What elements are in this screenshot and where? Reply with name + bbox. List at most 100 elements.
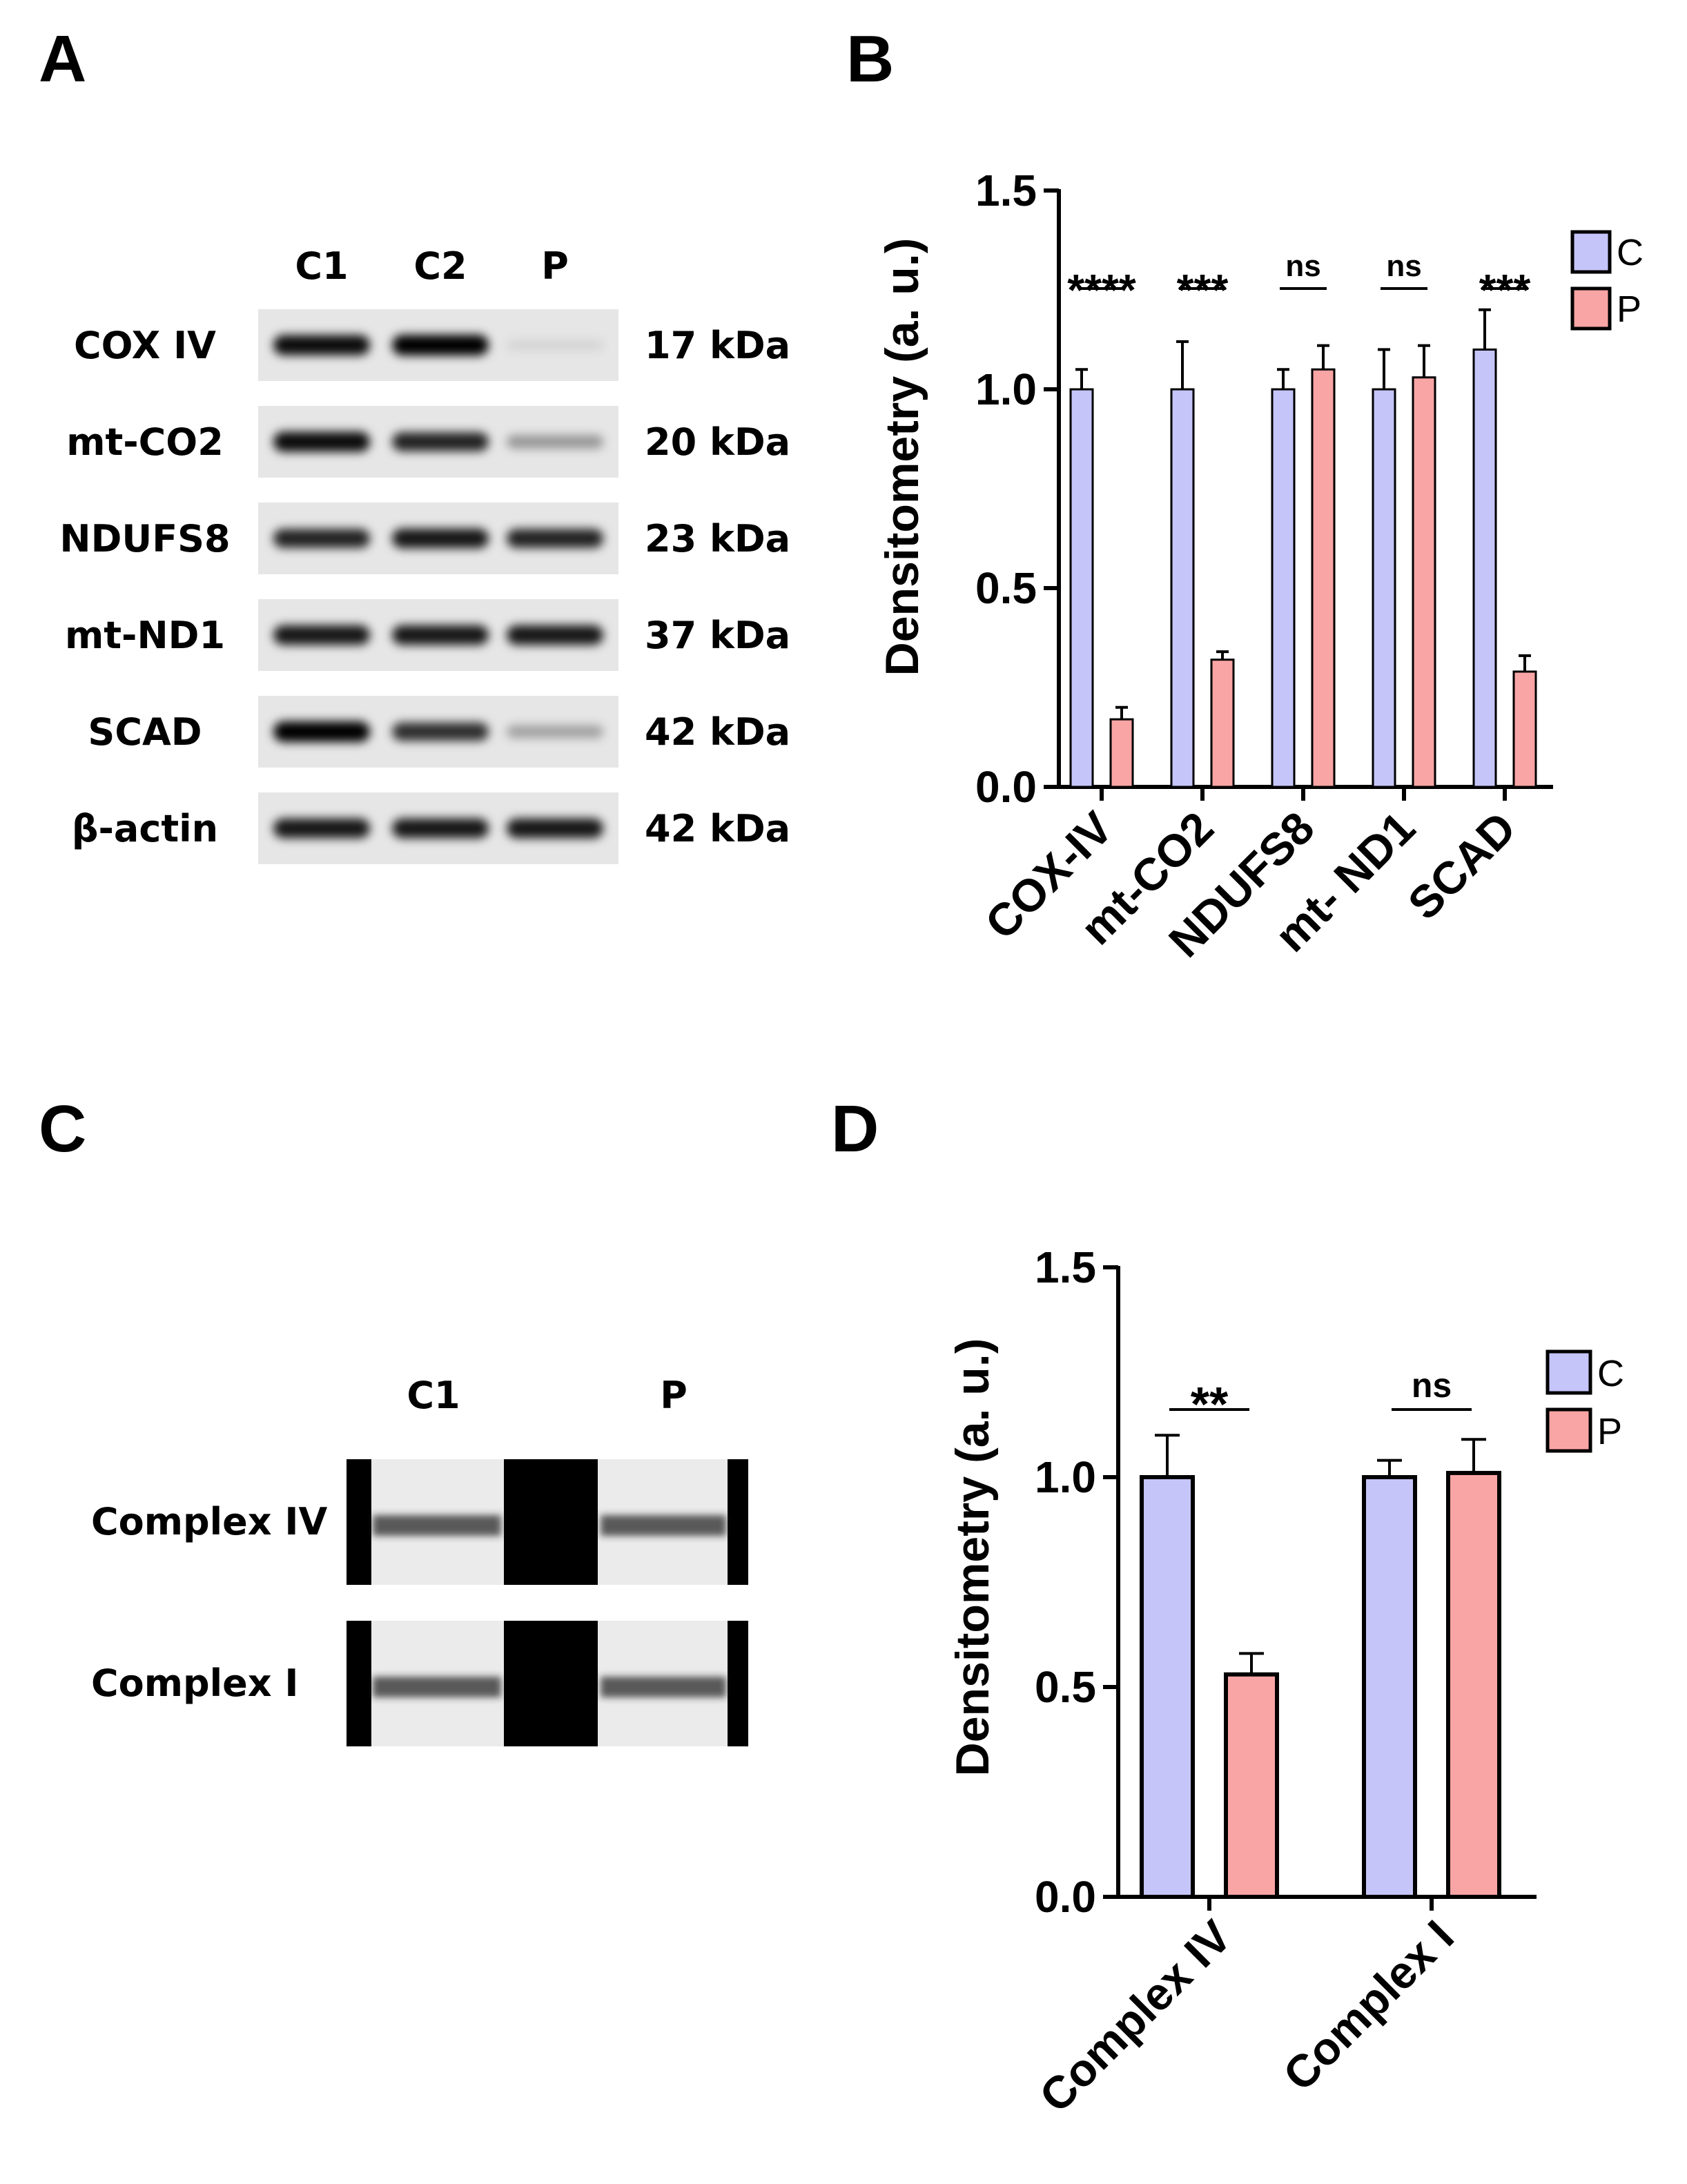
protein-band	[273, 431, 370, 452]
blot-size-label: 17 kDa	[645, 324, 790, 367]
bar	[1372, 388, 1396, 788]
bar	[1224, 1672, 1279, 1899]
panel-letter-c: C	[39, 1092, 86, 1166]
protein-band	[273, 335, 370, 355]
blot-c-lane-c1: C1	[407, 1374, 460, 1417]
protein-band	[507, 529, 603, 548]
protein-band	[273, 818, 370, 839]
blot-edge	[347, 1621, 371, 1746]
blot-edge	[728, 1621, 748, 1746]
bar	[1210, 659, 1235, 788]
blot-row: SCAD 42 kDa	[88, 696, 790, 768]
blot-c-lane-p: P	[660, 1374, 688, 1417]
protein-band	[507, 340, 603, 351]
blot-size-label: 23 kDa	[645, 517, 790, 560]
protein-band	[392, 818, 489, 839]
x-category-label: Complex IV	[1029, 1911, 1240, 2122]
significance-label: ns	[1285, 249, 1320, 283]
bar	[1412, 376, 1436, 788]
significance-label: **	[1191, 1377, 1229, 1431]
significance-label: ***	[1479, 265, 1531, 315]
blot-a-lane-c1: C1	[295, 244, 348, 288]
blot-row: Complex I	[91, 1621, 748, 1746]
bar	[1311, 368, 1336, 788]
blot-row: mt-CO2 20 kDa	[66, 406, 790, 478]
chart-d-y-axis-title: Densitometry (a. u.)	[946, 1338, 999, 1777]
legend-swatch	[1545, 1349, 1592, 1395]
blot-row: Complex IV	[91, 1459, 748, 1585]
protein-band	[392, 432, 489, 451]
panel-letter-a: A	[39, 22, 86, 96]
panel-letter-d: D	[831, 1092, 879, 1166]
blot-edge	[347, 1459, 371, 1585]
blot-a-lane-p: P	[541, 244, 569, 288]
protein-band	[392, 722, 489, 741]
bar-chart-b: Densitometry (a. u.) 0.00.51.01.5****COX…	[876, 166, 1644, 967]
blot-gap	[504, 1459, 598, 1585]
blot-row: COX IV 17 kDa	[74, 309, 790, 381]
bar	[1069, 388, 1094, 788]
significance-label: ns	[1412, 1366, 1452, 1405]
blot-protein-label: SCAD	[88, 710, 202, 754]
activity-band	[373, 1677, 501, 1697]
bar	[1271, 388, 1296, 788]
blot-protein-label: β-actin	[72, 807, 218, 850]
activity-band	[601, 1515, 726, 1536]
y-tick-label: 0.0	[1035, 1872, 1096, 1922]
blot-row: NDUFS8 23 kDa	[59, 503, 790, 574]
legend-label: P	[1617, 289, 1641, 330]
protein-band	[507, 625, 603, 645]
protein-band	[273, 529, 370, 548]
bar	[1472, 348, 1497, 788]
protein-band	[507, 435, 603, 449]
y-tick-label: 1.5	[975, 166, 1037, 215]
protein-band	[273, 625, 370, 645]
blot-complex-label: Complex IV	[91, 1500, 328, 1543]
chart-b-y-axis-title: Densitometry (a. u.)	[876, 238, 928, 676]
legend-label: P	[1597, 1411, 1622, 1452]
panel-letter-b: B	[846, 22, 894, 96]
significance-label: ns	[1386, 249, 1421, 283]
legend-label: C	[1617, 232, 1644, 273]
bar	[1512, 670, 1537, 788]
blot-row: β-actin 42 kDa	[72, 792, 790, 864]
significance-label: ***	[1177, 265, 1229, 315]
protein-band	[273, 721, 370, 742]
blot-size-label: 37 kDa	[645, 614, 790, 657]
protein-band	[392, 625, 489, 645]
legend-swatch	[1545, 1407, 1592, 1453]
blot-edge	[728, 1459, 748, 1585]
protein-band	[507, 818, 603, 839]
blot-protein-label: mt-ND1	[65, 614, 225, 657]
western-blot-a: C1 C2 P COX IV 17 kDa mt-CO2 20 kDa NDUFS8 23…	[59, 244, 790, 864]
blot-protein-label: NDUFS8	[59, 517, 230, 560]
blot-protein-label: mt-CO2	[66, 420, 224, 464]
bar	[1362, 1475, 1417, 1899]
bar	[1140, 1475, 1195, 1899]
protein-band	[392, 528, 489, 549]
blot-size-label: 42 kDa	[645, 710, 790, 754]
significance-label: ****	[1067, 265, 1136, 315]
bar	[1170, 388, 1195, 788]
blot-a-lane-c2: C2	[413, 244, 467, 288]
blot-protein-label: COX IV	[74, 324, 216, 367]
bar-chart-d: Densitometry (a. u.) 0.0 0.5 1.0 1.5 ** Compl…	[946, 1242, 1624, 2122]
x-category-label: Complex I	[1274, 1911, 1463, 2100]
bar	[1109, 718, 1134, 788]
protein-band	[392, 335, 489, 355]
bar	[1446, 1470, 1501, 1899]
activity-band	[373, 1515, 501, 1536]
y-tick-label: 1.5	[1035, 1242, 1096, 1292]
blot-size-label: 20 kDa	[645, 420, 790, 464]
x-category-label: SCAD	[1398, 802, 1525, 930]
y-tick-label: 1.0	[1035, 1452, 1096, 1502]
blot-complex-label: Complex I	[91, 1661, 299, 1705]
activity-band	[601, 1677, 726, 1697]
y-tick-label: 1.0	[975, 364, 1037, 414]
y-tick-label: 0.5	[975, 563, 1037, 613]
blot-row: mt-ND1 37 kDa	[65, 599, 790, 671]
y-tick-label: 0.5	[1035, 1662, 1096, 1712]
legend-swatch	[1570, 230, 1612, 274]
blot-gap	[504, 1621, 598, 1746]
